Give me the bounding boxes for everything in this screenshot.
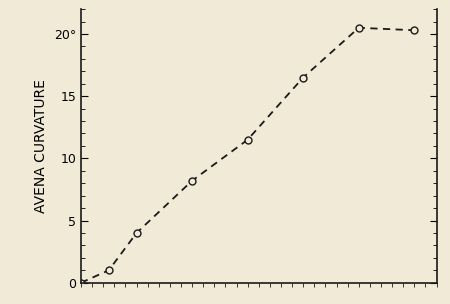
Y-axis label: AVENA CURVATURE: AVENA CURVATURE — [34, 79, 48, 213]
